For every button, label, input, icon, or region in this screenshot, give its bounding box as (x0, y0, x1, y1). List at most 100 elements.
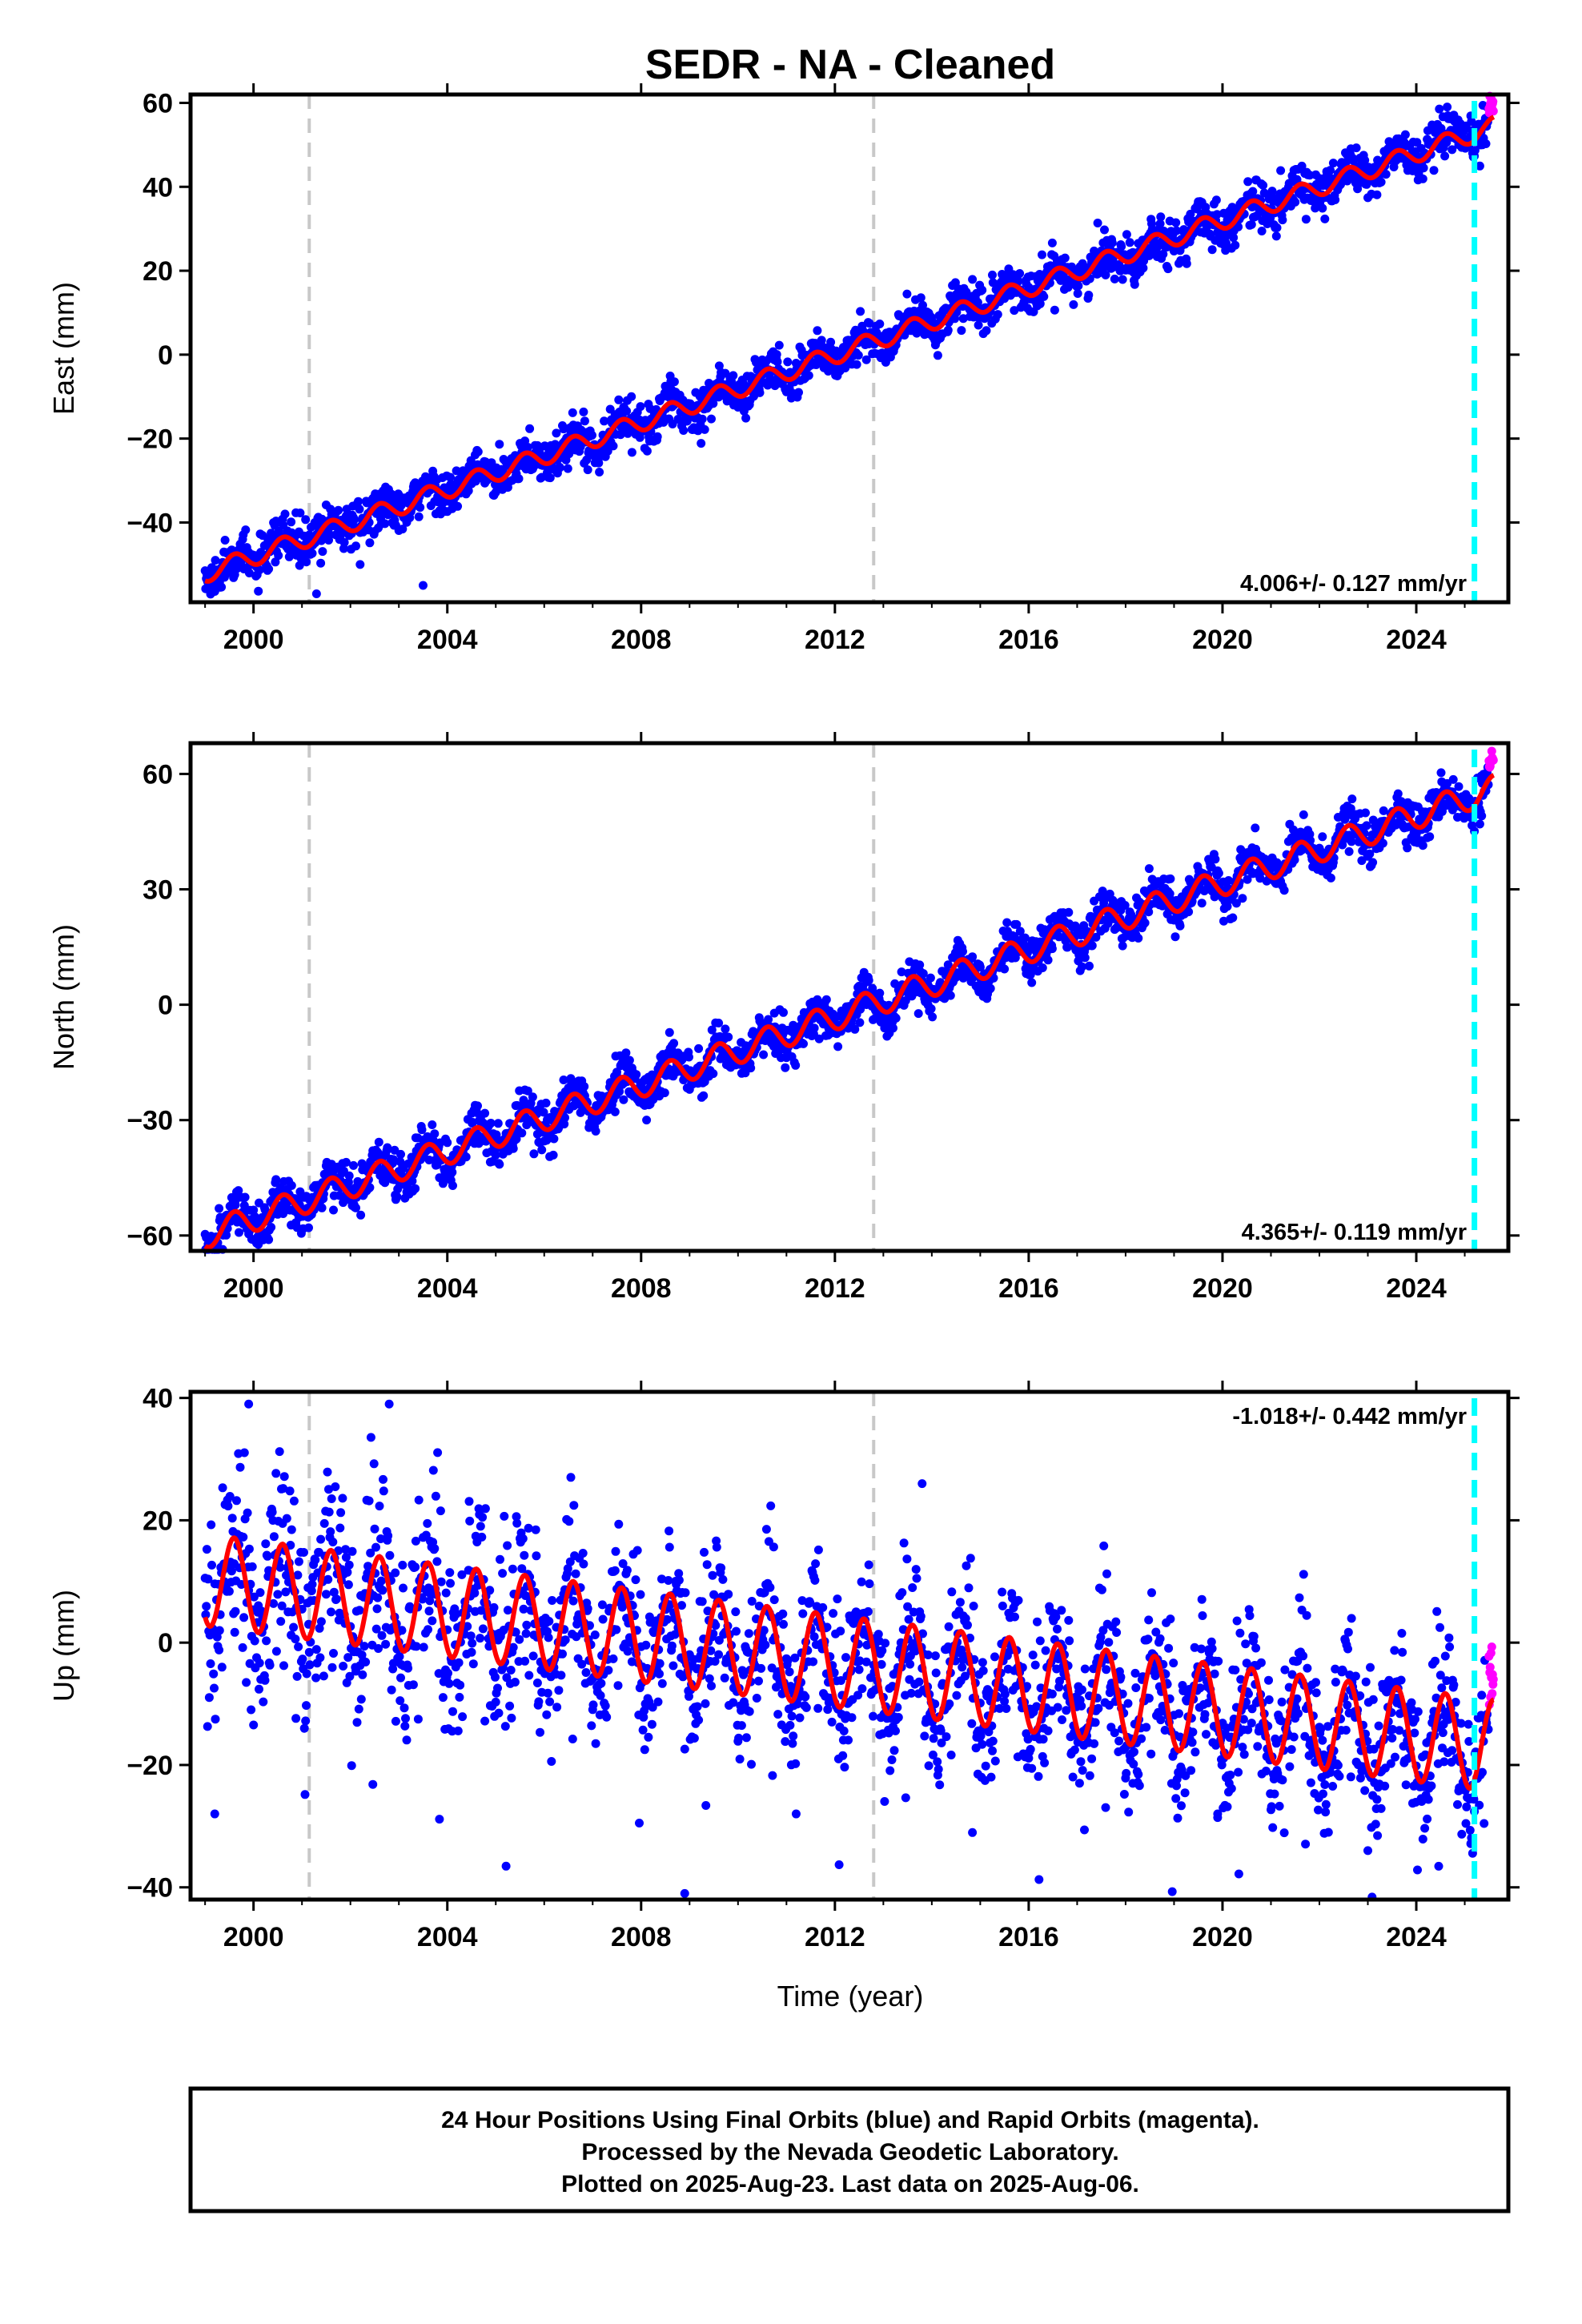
east-final-point (1320, 214, 1330, 223)
north-y-axis-label: North (mm) (47, 924, 80, 1070)
east-x-tick-label: 2008 (611, 625, 672, 655)
north-final-point (721, 1024, 730, 1034)
north-final-point (928, 1012, 938, 1022)
north-final-point (918, 969, 928, 979)
up-final-point (327, 1607, 335, 1617)
up-final-point (512, 1518, 522, 1528)
east-final-point (804, 371, 813, 380)
up-final-point (518, 1534, 528, 1543)
east-final-point (351, 541, 360, 551)
east-final-point (1069, 300, 1078, 309)
east-final-point (794, 388, 803, 397)
up-final-point (428, 1616, 437, 1626)
up-final-point (354, 1704, 363, 1714)
east-final-point (1118, 275, 1127, 284)
east-final-point (773, 357, 782, 367)
up-final-point (227, 1514, 237, 1523)
east-final-point (568, 408, 577, 417)
up-final-point (532, 1551, 541, 1561)
north-y-tick-label: 60 (143, 759, 173, 790)
east-final-point (627, 448, 636, 457)
north-final-point (1454, 782, 1464, 791)
up-final-point (448, 1707, 457, 1716)
east-final-point (1122, 230, 1131, 239)
east-final-point (464, 486, 473, 496)
up-final-point (400, 1703, 409, 1713)
up-final-point (239, 1448, 249, 1458)
up-final-point (301, 1716, 311, 1726)
up-final-point (368, 1779, 378, 1789)
up-final-point (446, 1578, 455, 1588)
east-y-tick-label: −40 (126, 508, 173, 538)
up-final-point (424, 1625, 432, 1634)
east-final-point (1435, 104, 1444, 114)
east-final-point (254, 586, 263, 596)
north-y-tick-label: −30 (126, 1106, 173, 1136)
up-final-point (230, 1627, 239, 1637)
up-final-point (271, 1647, 281, 1656)
up-final-point (311, 1555, 320, 1565)
up-final-point (377, 1630, 387, 1640)
up-final-point (299, 1723, 309, 1733)
up-final-point (279, 1661, 288, 1671)
east-final-point (301, 515, 311, 525)
east-final-point (398, 525, 408, 534)
east-final-point (707, 414, 716, 424)
north-final-point (1144, 864, 1154, 874)
up-final-point (206, 1659, 215, 1668)
north-final-point (430, 1129, 440, 1139)
north-rate-label: 4.365+/- 0.119 mm/yr (1242, 1220, 1467, 1245)
up-final-point (400, 1721, 410, 1731)
up-final-point (436, 1577, 446, 1586)
up-final-point (454, 1658, 464, 1667)
up-final-point (508, 1564, 517, 1574)
east-final-point (669, 377, 679, 387)
up-final-point (399, 1583, 408, 1593)
north-final-point (1251, 823, 1260, 833)
up-final-point (328, 1538, 338, 1546)
up-final-point (544, 1617, 554, 1626)
east-final-point (856, 307, 865, 316)
up-final-point (291, 1714, 301, 1723)
north-final-point (1166, 874, 1175, 883)
east-final-point (652, 432, 662, 441)
up-final-point (331, 1482, 340, 1491)
north-final-point (1347, 794, 1357, 804)
north-final-point (624, 1055, 634, 1065)
up-final-point (299, 1548, 308, 1557)
north-final-point (1175, 921, 1185, 931)
up-final-point (466, 1631, 476, 1641)
north-final-point (1038, 963, 1047, 972)
up-final-point (315, 1653, 325, 1663)
up-final-point (534, 1697, 544, 1707)
up-final-point (311, 1673, 321, 1683)
east-final-point (1376, 177, 1386, 187)
north-final-point (875, 988, 885, 998)
north-final-point (1027, 978, 1037, 987)
east-final-point (411, 478, 420, 488)
east-final-point (1163, 264, 1173, 274)
east-final-point (523, 443, 532, 452)
east-final-point (1039, 292, 1049, 301)
east-final-point (1038, 250, 1046, 259)
up-final-point (262, 1636, 271, 1646)
east-final-point (220, 536, 230, 545)
north-final-point (619, 1095, 628, 1104)
up-final-point (319, 1671, 328, 1681)
east-final-point (318, 547, 327, 557)
east-y-tick-label: 20 (143, 256, 173, 287)
east-x-tick-label: 2016 (998, 625, 1059, 655)
up-final-point (477, 1532, 487, 1542)
up-final-point (260, 1675, 270, 1685)
up-final-point (207, 1520, 216, 1530)
up-final-point (327, 1494, 336, 1503)
up-final-point (358, 1670, 367, 1679)
east-final-point (241, 525, 251, 535)
up-final-point (444, 1668, 452, 1678)
up-final-point (379, 1486, 388, 1496)
east-final-point (783, 357, 793, 367)
up-final-point (203, 1722, 212, 1731)
north-final-point (267, 1223, 276, 1232)
north-final-point (240, 1192, 250, 1202)
